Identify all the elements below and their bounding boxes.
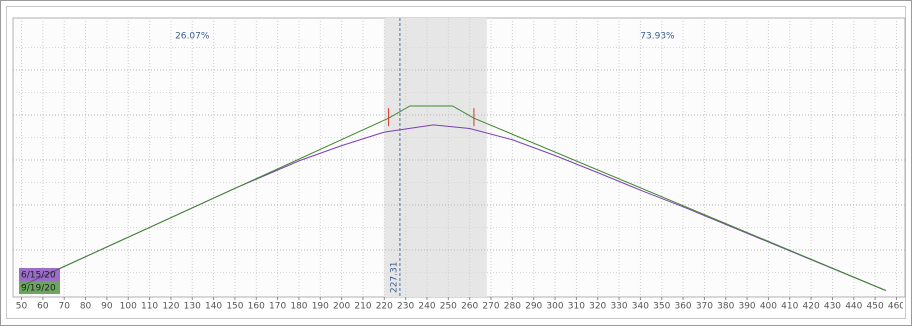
x-tick-label: 190	[312, 302, 329, 312]
annotation: 73.93%	[640, 32, 675, 42]
x-tick-label: 410	[781, 302, 798, 312]
x-tick-label: 390	[738, 302, 755, 312]
x-tick-label: 340	[632, 302, 649, 312]
x-tick-label: 230	[397, 302, 414, 312]
x-tick-label: 360	[674, 302, 691, 312]
x-tick-label: 250	[440, 302, 457, 312]
x-tick-label: 120	[162, 302, 179, 312]
x-tick-label: 210	[354, 302, 371, 312]
x-tick-label: 50	[16, 302, 28, 312]
x-tick-label: 300	[546, 302, 563, 312]
x-tick-label: 130	[184, 302, 201, 312]
x-tick-label: 290	[525, 302, 542, 312]
series-line	[21, 105, 886, 291]
x-tick-label: 70	[58, 302, 70, 312]
x-tick-label: 240	[418, 302, 435, 312]
x-tick-label: 90	[101, 302, 113, 312]
x-tick-label: 100	[120, 302, 137, 312]
x-tick-label: 400	[760, 302, 777, 312]
labels: 50 60 70 80 90 100 110 120 130 140 150 160 170 180 190…	[16, 32, 905, 312]
legend-label: 6/15/20	[21, 271, 56, 281]
x-tick-label: 450	[867, 302, 884, 312]
x-tick-label: 200	[333, 302, 350, 312]
x-tick-label: 380	[717, 302, 734, 312]
x-tick-label: 60	[37, 302, 49, 312]
x-tick-label: 150	[226, 302, 243, 312]
series-line	[21, 124, 886, 291]
x-tick-label: 110	[141, 302, 158, 312]
x-tick-label: 220	[376, 302, 393, 312]
legend-swatch	[19, 268, 60, 281]
price-label: 227.31	[389, 262, 399, 294]
x-tick-label: 440	[845, 302, 862, 312]
annotation: 26.07%	[175, 32, 210, 42]
x-tick-label: 350	[653, 302, 670, 312]
x-tick-label: 280	[504, 302, 521, 312]
x-tick-label: 430	[824, 302, 841, 312]
x-tick-label: 180	[290, 302, 307, 312]
lines	[21, 18, 886, 297]
x-tick-label: 160	[248, 302, 265, 312]
x-tick-label: 460	[888, 302, 905, 312]
x-tick-label: 370	[696, 302, 713, 312]
x-tick-label: 260	[461, 302, 478, 312]
grid	[13, 18, 905, 300]
x-tick-label: 330	[610, 302, 627, 312]
legend-label: 9/19/20	[21, 284, 56, 294]
legend-swatch	[19, 281, 60, 294]
x-tick-label: 270	[482, 302, 499, 312]
x-tick-label: 80	[80, 302, 92, 312]
x-tick-label: 320	[589, 302, 606, 312]
x-tick-label: 140	[205, 302, 222, 312]
x-tick-label: 310	[568, 302, 585, 312]
x-tick-label: 420	[803, 302, 820, 312]
x-tick-label: 170	[269, 302, 286, 312]
